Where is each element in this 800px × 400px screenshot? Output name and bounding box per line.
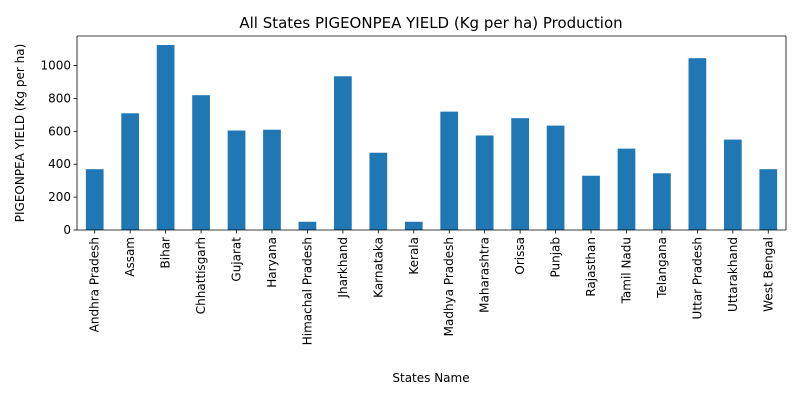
x-tick-label: Uttarakhand xyxy=(726,237,740,312)
y-axis-ticks: 0 200 400 600 800 1000 xyxy=(40,59,77,237)
x-tick-label: Kerala xyxy=(407,237,421,275)
bar-jharkhand xyxy=(334,76,352,230)
bar-kerala xyxy=(404,221,423,230)
x-tick-label: Punjab xyxy=(549,237,563,278)
x-tick-label: Andhra Pradesh xyxy=(88,237,102,332)
x-tick-label: Madhya Pradesh xyxy=(442,237,456,336)
x-tick-label: Tamil Nadu xyxy=(619,237,633,304)
bar-orissa xyxy=(511,118,529,230)
bar-telangana xyxy=(653,173,671,230)
x-tick-label: West Bengal xyxy=(761,237,775,312)
x-tick-label: Orissa xyxy=(513,237,527,275)
y-tick-label: 0 xyxy=(63,223,71,237)
x-tick-label: Himachal Pradesh xyxy=(300,237,314,345)
x-tick-label: Jharkhand xyxy=(336,237,350,299)
x-axis-label: States Name xyxy=(392,371,469,385)
bar-tamil-nadu xyxy=(617,148,636,230)
x-tick-label: Maharashtra xyxy=(478,237,492,313)
bar-uttarakhand xyxy=(723,139,742,230)
y-axis-label: PIGEONPEA YIELD (Kg per ha) xyxy=(13,44,27,222)
bar-bihar xyxy=(156,45,175,230)
y-tick-label: 200 xyxy=(48,190,71,204)
x-tick-label: Uttar Pradesh xyxy=(690,237,704,319)
x-tick-label: Rajasthan xyxy=(584,237,598,297)
x-tick-label: Bihar xyxy=(159,237,173,269)
bar-chhattisgarh xyxy=(192,95,210,231)
x-tick-label: Haryana xyxy=(265,237,279,288)
chart-title: All States PIGEONPEA YIELD (Kg per ha) P… xyxy=(239,14,622,32)
x-tick-label: Telangana xyxy=(655,237,669,299)
bar-punjab xyxy=(546,125,565,230)
bar-assam xyxy=(121,113,140,230)
x-tick-label: Assam xyxy=(123,237,137,277)
x-tick-label: Karnataka xyxy=(371,237,385,298)
x-axis-ticks: Andhra Pradesh Assam Bihar Chhattisgarh Guja… xyxy=(88,230,775,345)
y-tick-label: 400 xyxy=(48,157,71,171)
y-tick-label: 600 xyxy=(48,124,71,138)
y-tick-label: 800 xyxy=(48,91,71,105)
bar-uttar-pradesh xyxy=(688,58,707,230)
bar-haryana xyxy=(263,129,281,230)
bar-karnataka xyxy=(369,152,388,230)
bar-himachal-pradesh xyxy=(298,221,317,230)
bar-andhra-pradesh xyxy=(85,169,104,230)
x-tick-label: Chhattisgarh xyxy=(194,237,208,314)
bar-rajasthan xyxy=(582,175,600,230)
bar-gujarat xyxy=(227,130,246,230)
bar-maharashtra xyxy=(475,135,494,230)
bars-group xyxy=(85,45,778,231)
bar-madhya-pradesh xyxy=(440,111,459,230)
y-tick-label: 1000 xyxy=(40,59,71,73)
x-tick-label: Gujarat xyxy=(230,237,244,282)
bar-west-bengal xyxy=(759,169,778,230)
